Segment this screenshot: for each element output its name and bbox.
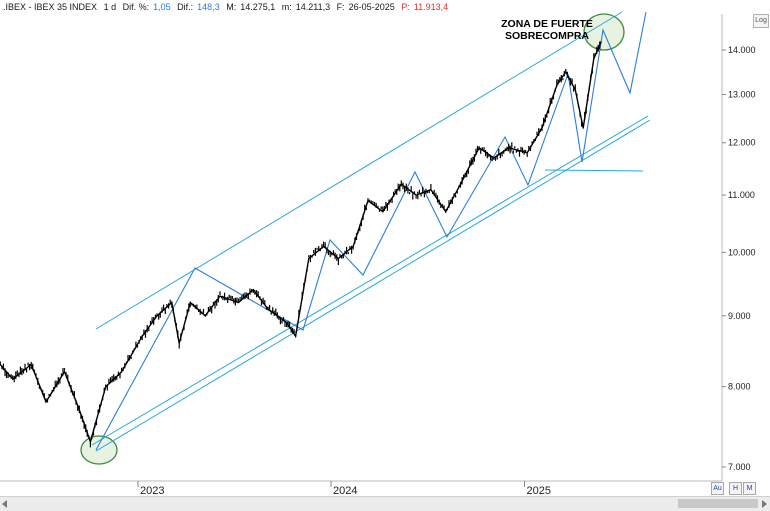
y-tick-label: 11.000: [728, 190, 755, 200]
y-axis-ticks: 14.000 13.000 12.000 11.000 10.000 9.000 8.000…: [722, 45, 756, 472]
dif-value: 148,3: [197, 2, 220, 12]
y-tick-label: 9.000: [728, 311, 751, 321]
h-button[interactable]: H: [729, 482, 742, 495]
channel-line: [95, 11, 623, 330]
date-label: F:: [336, 2, 345, 12]
symbol-label: .IBEX - IBEX 35 INDEX: [3, 2, 98, 12]
y-tick-label: 13.000: [728, 90, 756, 100]
max-value: 14.275,1: [240, 2, 276, 12]
dif-pct-label: Dif. %:: [122, 2, 150, 12]
date-value: 26-05-2025: [348, 2, 395, 12]
min-value: 14.211,3: [295, 2, 331, 12]
y-tick-label: 10.000: [728, 247, 756, 257]
x-tick-label: 2024: [333, 485, 357, 496]
y-tick-label: 7.000: [728, 462, 751, 472]
scroll-thumb[interactable]: [678, 499, 758, 508]
price-series: [0, 41, 602, 448]
zigzag-pattern[interactable]: [95, 11, 647, 451]
log-scale-button[interactable]: Log: [753, 14, 769, 28]
x-tick-label: 2023: [140, 485, 164, 496]
auto-scale-button[interactable]: Au: [711, 482, 724, 495]
min-label: m:: [281, 2, 292, 12]
scroll-left-arrow-icon[interactable]: [2, 500, 7, 508]
dif-pct-value: 1,05: [153, 2, 171, 12]
zigzag-line: [95, 11, 647, 451]
y-tick-label: 12.000: [728, 138, 756, 148]
chart-header: .IBEX - IBEX 35 INDEX 1 d Dif. %: 1,05 Di…: [0, 0, 725, 14]
plot-area: [0, 14, 722, 481]
trend-channel-lines[interactable]: [91, 11, 651, 452]
channel-line: [95, 119, 651, 452]
y-tick-label: 8.000: [728, 382, 751, 392]
price-label: P:: [401, 2, 410, 12]
dif-label: Dif.:: [177, 2, 194, 12]
price-chart[interactable]: 14.000 13.000 12.000 11.000 10.000 9.000 8.000…: [0, 0, 770, 496]
annotation-line2: SOBRECOMPRA: [505, 30, 589, 42]
period-label: 1 d: [103, 2, 117, 12]
x-axis-ticks: 2023 2024 2025: [137, 481, 551, 496]
m-button[interactable]: M: [743, 482, 756, 495]
low-circle: [80, 435, 118, 465]
scroll-right-arrow-icon[interactable]: [762, 500, 767, 508]
horizontal-scrollbar[interactable]: [0, 496, 770, 511]
max-label: M:: [226, 2, 237, 12]
x-tick-label: 2025: [527, 485, 551, 496]
y-tick-label: 14.000: [728, 45, 756, 55]
annotation-line1: ZONA DE FUERTE: [501, 18, 593, 30]
price-value: 11.913,4: [413, 2, 449, 12]
channel-line: [91, 115, 649, 446]
channel-line: [544, 169, 644, 172]
